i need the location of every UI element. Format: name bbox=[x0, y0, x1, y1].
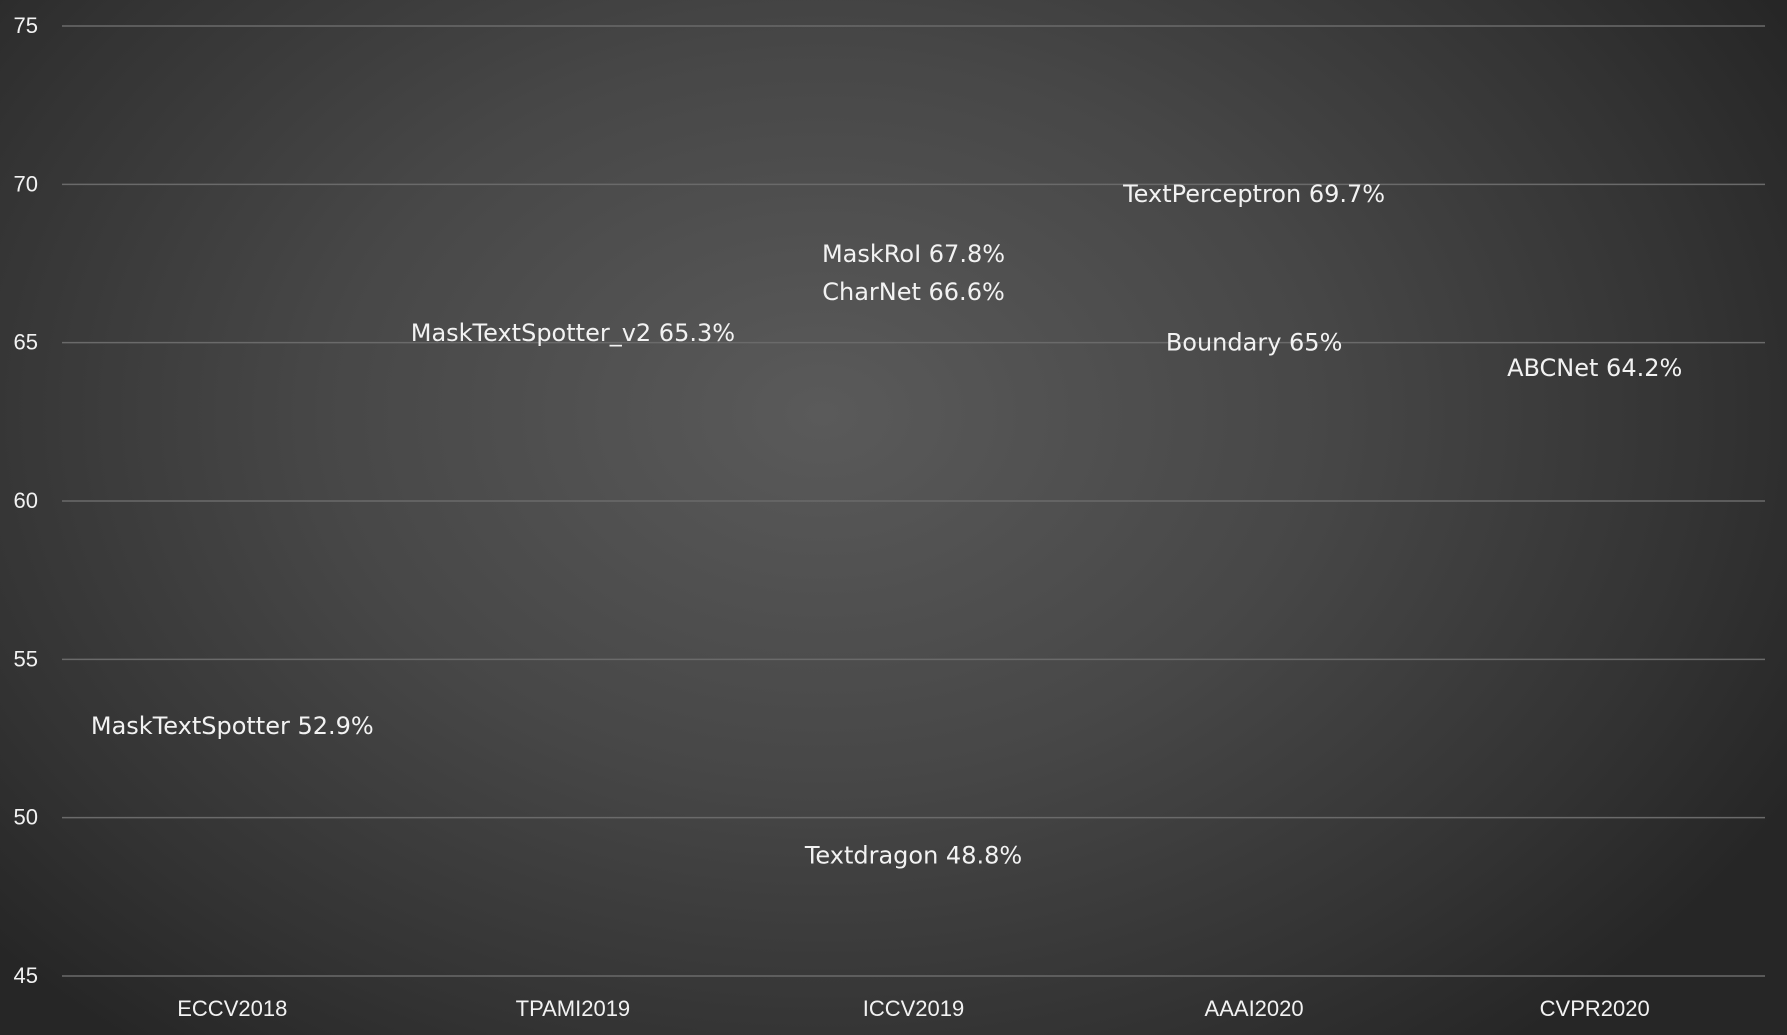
data-label: TextPerceptron 69.7% bbox=[1122, 180, 1385, 208]
x-tick-label: AAAI2020 bbox=[1205, 996, 1304, 1021]
x-tick-label: TPAMI2019 bbox=[516, 996, 631, 1021]
y-tick-label: 45 bbox=[14, 963, 38, 988]
grid-layer bbox=[62, 25, 1765, 977]
y-axis: 45 50 55 60 65 70 75 bbox=[14, 13, 38, 988]
data-label: CharNet 66.6% bbox=[822, 278, 1005, 306]
data-labels: MaskTextSpotter 52.9% MaskTextSpotter_v2 … bbox=[91, 180, 1682, 870]
x-axis: ECCV2018 TPAMI2019 ICCV2019 AAAI2020 CVPR202… bbox=[177, 996, 1649, 1021]
x-tick-label: ECCV2018 bbox=[177, 996, 287, 1021]
y-tick-label: 65 bbox=[14, 330, 38, 355]
data-label: ABCNet 64.2% bbox=[1507, 354, 1682, 382]
data-label: MaskTextSpotter_v2 65.3% bbox=[411, 319, 735, 347]
y-tick-label: 60 bbox=[14, 488, 38, 513]
data-label: MaskRoI 67.8% bbox=[822, 240, 1005, 268]
data-label: Boundary 65% bbox=[1166, 329, 1343, 357]
x-tick-label: ICCV2019 bbox=[863, 996, 965, 1021]
y-tick-label: 55 bbox=[14, 646, 38, 671]
y-tick-label: 50 bbox=[14, 805, 38, 830]
data-label: Textdragon 48.8% bbox=[804, 842, 1022, 870]
data-label: MaskTextSpotter 52.9% bbox=[91, 712, 374, 740]
y-tick-label: 70 bbox=[14, 171, 38, 196]
x-tick-label: CVPR2020 bbox=[1540, 996, 1650, 1021]
y-tick-label: 75 bbox=[14, 13, 38, 38]
